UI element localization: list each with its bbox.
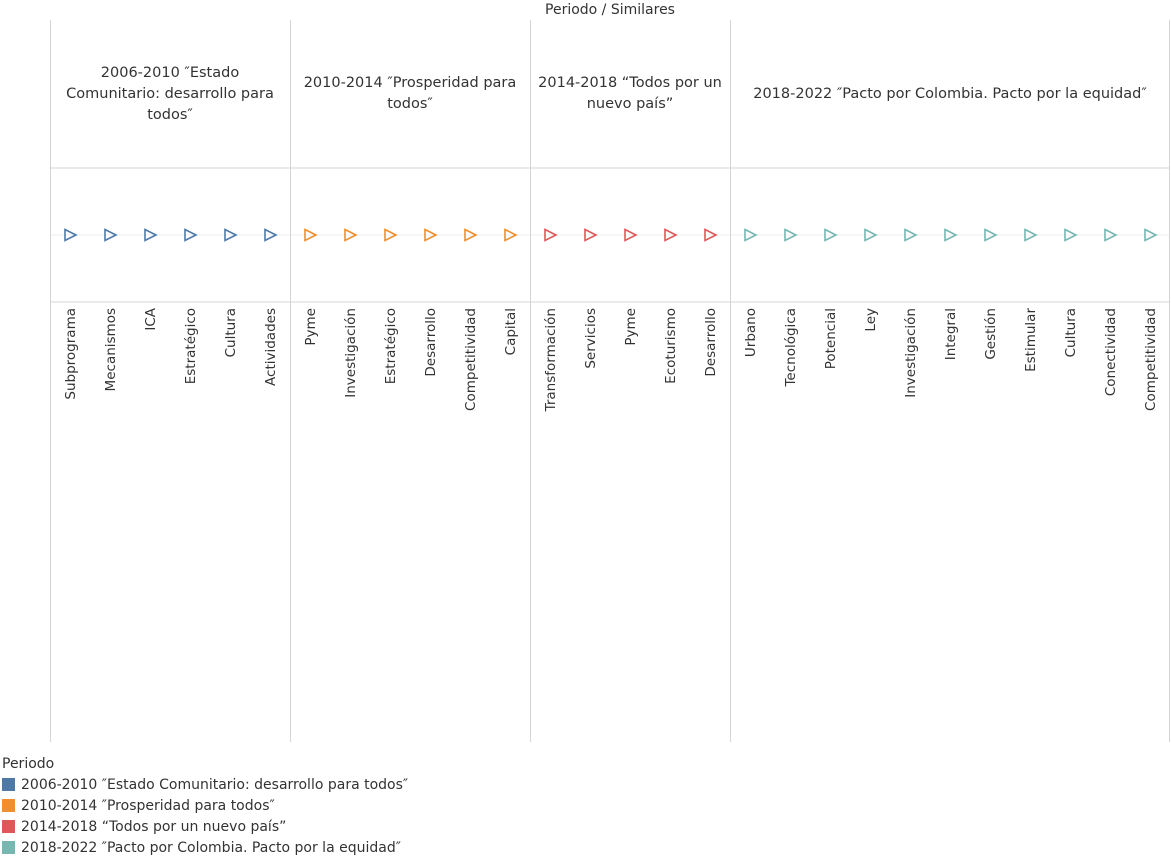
category-tick-label: Tecnológica <box>783 308 799 388</box>
legend-item[interactable]: 2014-2018 “Todos por un nuevo país” <box>2 816 408 837</box>
panel-header: 2018-2022 ″Pacto por Colombia. Pacto por… <box>753 85 1147 102</box>
category-tick-label: Cultura <box>223 308 239 357</box>
data-point-marker[interactable] <box>664 228 678 242</box>
category-tick-label: Cultura <box>1063 308 1079 357</box>
data-point-marker[interactable] <box>264 228 278 242</box>
category-tick-label: Capital <box>503 308 519 355</box>
category-tick-label: Desarrollo <box>703 308 719 377</box>
category-tick-label: Competitividad <box>1143 308 1159 411</box>
legend-swatch <box>2 799 15 812</box>
legend-label: 2018-2022 ″Pacto por Colombia. Pacto por… <box>21 839 401 856</box>
data-point-marker[interactable] <box>624 228 638 242</box>
legend-item[interactable]: 2018-2022 ″Pacto por Colombia. Pacto por… <box>2 837 408 858</box>
panel-header: 2010-2014 ″Prosperidad para todos″ <box>303 75 517 112</box>
legend-swatch <box>2 778 15 791</box>
category-tick-label: Integral <box>943 308 959 360</box>
category-tick-label: Estratégico <box>183 308 199 384</box>
category-tick-label: Competitividad <box>463 308 479 411</box>
category-tick-label: Urbano <box>743 308 759 357</box>
category-tick-label: Pyme <box>303 308 319 346</box>
category-tick-label: Pyme <box>623 308 639 346</box>
data-point-marker[interactable] <box>184 228 198 242</box>
data-point-marker[interactable] <box>984 228 998 242</box>
legend-label: 2010-2014 ″Prosperidad para todos″ <box>21 797 275 814</box>
category-tick-label: Subprograma <box>63 308 79 400</box>
data-point-marker[interactable] <box>544 228 558 242</box>
panel-header: 2006-2010 ″Estado Comunitario: desarroll… <box>66 64 274 123</box>
data-point-marker[interactable] <box>904 228 918 242</box>
data-point-marker[interactable] <box>864 228 878 242</box>
data-point-marker[interactable] <box>464 228 478 242</box>
data-point-marker[interactable] <box>384 228 398 242</box>
category-tick-label: Estimular <box>1023 308 1039 372</box>
data-point-marker[interactable] <box>144 228 158 242</box>
category-tick-label: Mecanismos <box>103 308 119 391</box>
data-point-marker[interactable] <box>1104 228 1118 242</box>
data-point-marker[interactable] <box>424 228 438 242</box>
legend-swatch <box>2 841 15 854</box>
data-point-marker[interactable] <box>344 228 358 242</box>
data-point-marker[interactable] <box>1144 228 1158 242</box>
data-point-marker[interactable] <box>304 228 318 242</box>
category-tick-label: Servicios <box>583 308 599 369</box>
category-tick-label: Estratégico <box>383 308 399 384</box>
data-point-marker[interactable] <box>504 228 518 242</box>
legend-label: 2014-2018 “Todos por un nuevo país” <box>21 818 287 835</box>
data-point-marker[interactable] <box>584 228 598 242</box>
data-point-marker[interactable] <box>1024 228 1038 242</box>
data-point-marker[interactable] <box>784 228 798 242</box>
legend-item[interactable]: 2010-2014 ″Prosperidad para todos″ <box>2 795 408 816</box>
data-point-marker[interactable] <box>64 228 78 242</box>
category-tick-label: Conectividad <box>1103 308 1119 396</box>
data-point-marker[interactable] <box>104 228 118 242</box>
data-point-marker[interactable] <box>704 228 718 242</box>
category-tick-label: Ley <box>863 308 879 332</box>
category-tick-label: ICA <box>143 307 159 330</box>
category-tick-label: Actividades <box>263 308 279 386</box>
category-tick-label: Investigación <box>343 308 359 398</box>
legend: Periodo 2006-2010 ″Estado Comunitario: d… <box>2 754 408 858</box>
category-tick-label: Gestión <box>983 308 999 360</box>
data-point-marker[interactable] <box>824 228 838 242</box>
legend-label: 2006-2010 ″Estado Comunitario: desarroll… <box>21 776 409 793</box>
category-tick-label: Investigación <box>903 308 919 398</box>
data-point-marker[interactable] <box>224 228 238 242</box>
data-point-marker[interactable] <box>744 228 758 242</box>
category-tick-label: Ecoturismo <box>663 308 679 384</box>
category-tick-label: Potencial <box>823 308 839 369</box>
legend-swatch <box>2 820 15 833</box>
legend-item[interactable]: 2006-2010 ″Estado Comunitario: desarroll… <box>2 774 408 795</box>
legend-items: 2006-2010 ″Estado Comunitario: desarroll… <box>2 774 408 858</box>
data-point-marker[interactable] <box>944 228 958 242</box>
chart-title: Periodo / Similares <box>545 2 675 18</box>
category-tick-label: Desarrollo <box>423 308 439 377</box>
panel-header: 2014-2018 “Todos por un nuevo país” <box>538 75 722 112</box>
category-tick-label: Transformación <box>543 308 559 412</box>
data-point-marker[interactable] <box>1064 228 1078 242</box>
legend-title: Periodo <box>2 756 55 772</box>
